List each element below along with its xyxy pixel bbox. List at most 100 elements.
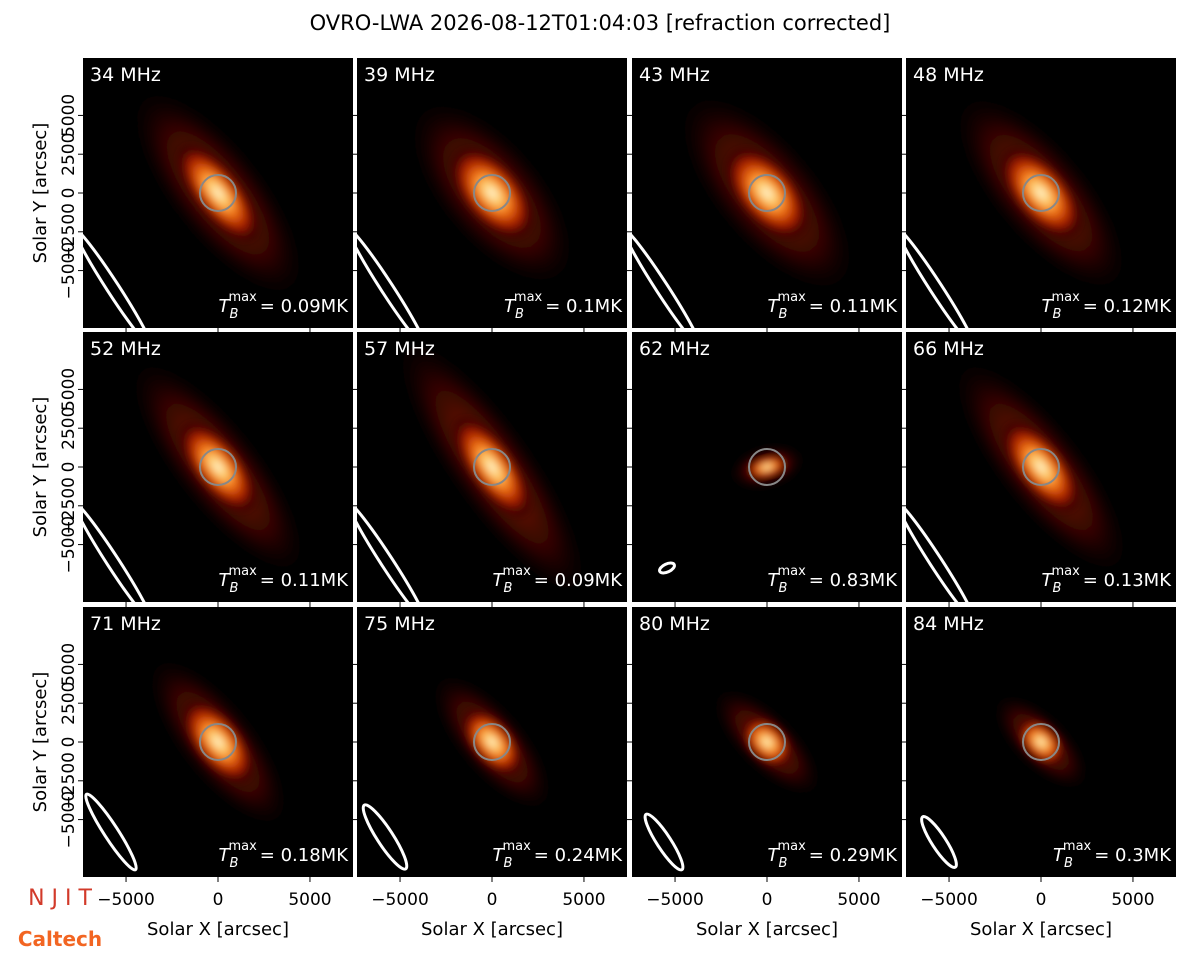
y-tick-label: 2500: [59, 407, 79, 450]
tb-max-annotation: TBmax = 0.3MK: [1053, 839, 1172, 871]
solar-disk: [199, 174, 237, 212]
solar-disk: [1022, 448, 1060, 486]
tb-sub: B: [230, 856, 239, 871]
panel: [83, 58, 353, 328]
tb-symbol: T: [768, 570, 781, 591]
tb-value: = 0.11MK: [260, 570, 349, 591]
emission-core: [1001, 421, 1081, 513]
beam: [906, 501, 976, 602]
emission-core: [178, 421, 258, 513]
tb-symbol: T: [219, 845, 232, 866]
beam: [357, 501, 427, 602]
y-tick-label: 5000: [59, 368, 79, 411]
emission-core: [724, 146, 810, 240]
x-tick-label: −5000: [646, 890, 704, 910]
tb-max-annotation: TBmax = 0.12MK: [1042, 290, 1173, 322]
panel: [906, 58, 1176, 328]
beam: [357, 227, 427, 328]
panel-label: 52 MHz: [90, 338, 161, 360]
y-tick-label: 0: [59, 737, 79, 748]
y-tick-label: −5000: [59, 242, 79, 300]
panel: [906, 332, 1176, 602]
y-tick-label: 0: [59, 462, 79, 473]
panel: [632, 607, 902, 877]
beam: [658, 561, 676, 575]
solar-disk: [748, 448, 786, 486]
x-tick-label: −5000: [920, 890, 978, 910]
x-tick-label: 0: [762, 890, 773, 910]
tb-symbol: T: [768, 296, 781, 317]
emission-core: [1017, 718, 1065, 766]
solar-disk: [473, 174, 511, 212]
panel-label: 62 MHz: [639, 338, 710, 360]
figure-title: OVRO-LWA 2026-08-12T01:04:03 [refraction…: [310, 11, 891, 35]
x-axis-label: Solar X [arcsec]: [147, 919, 289, 940]
tb-value: = 0.13MK: [1083, 570, 1172, 591]
tb-sup: max: [777, 290, 806, 305]
tb-sup: max: [777, 564, 806, 579]
logo-caltech: Caltech: [18, 927, 102, 951]
panel-label: 80 MHz: [639, 613, 710, 635]
beam: [906, 227, 976, 328]
panel: [906, 607, 1176, 877]
tb-sub: B: [515, 307, 524, 322]
tb-max-annotation: TBmax = 0.11MK: [219, 564, 350, 596]
tb-sub: B: [230, 581, 239, 596]
x-tick-label: 5000: [562, 890, 605, 910]
tb-symbol: T: [219, 296, 232, 317]
y-tick-label: 5000: [59, 94, 79, 137]
tb-sub: B: [1064, 856, 1073, 871]
x-tick-label: 0: [213, 890, 224, 910]
tb-value: = 0.11MK: [809, 296, 898, 317]
x-tick-label: 5000: [288, 890, 331, 910]
y-tick-label: −5000: [59, 516, 79, 574]
emission-core: [745, 454, 789, 480]
panel-label: 84 MHz: [913, 613, 984, 635]
beam: [920, 815, 958, 869]
panel-label: 48 MHz: [913, 64, 984, 86]
tb-sub: B: [1053, 307, 1062, 322]
tb-symbol: T: [493, 570, 506, 591]
solar-disk: [199, 723, 237, 761]
y-tick-label: −5000: [59, 791, 79, 849]
tb-max-annotation: TBmax = 0.1MK: [504, 290, 623, 322]
tb-sup: max: [777, 839, 806, 854]
x-tick-label: 5000: [1111, 890, 1154, 910]
panel-label: 43 MHz: [639, 64, 710, 86]
beam: [632, 227, 702, 328]
tb-value: = 0.12MK: [1083, 296, 1172, 317]
panel: [632, 58, 902, 328]
tb-sup: max: [514, 290, 543, 305]
tb-value: = 0.3MK: [1094, 845, 1172, 866]
panel-label: 57 MHz: [364, 338, 435, 360]
tb-symbol: T: [1042, 296, 1055, 317]
tb-max-annotation: TBmax = 0.18MK: [219, 839, 350, 871]
emission-core: [999, 147, 1083, 239]
panel-label: 39 MHz: [364, 64, 435, 86]
x-axis-label: Solar X [arcsec]: [696, 919, 838, 940]
panel: [357, 58, 627, 328]
tb-symbol: T: [493, 845, 506, 866]
x-tick-label: −5000: [97, 890, 155, 910]
beam: [643, 812, 685, 872]
y-axis-label: Solar Y [arcsec]: [30, 397, 51, 538]
tb-sup: max: [228, 564, 257, 579]
tb-sup: max: [1063, 839, 1092, 854]
tb-symbol: T: [504, 296, 517, 317]
tb-max-annotation: TBmax = 0.29MK: [768, 839, 899, 871]
tb-sub: B: [779, 856, 788, 871]
tb-max-annotation: TBmax = 0.24MK: [493, 839, 624, 871]
x-tick-label: −5000: [371, 890, 429, 910]
tb-max-annotation: TBmax = 0.11MK: [768, 290, 899, 322]
x-tick-label: 0: [487, 890, 498, 910]
y-tick-label: −2500: [59, 477, 79, 535]
beam: [84, 792, 138, 872]
tb-symbol: T: [768, 845, 781, 866]
tb-max-annotation: TBmax = 0.09MK: [219, 290, 350, 322]
solar-disk: [748, 723, 786, 761]
solar-disk: [748, 174, 786, 212]
tb-sup: max: [502, 839, 531, 854]
solar-disk: [473, 448, 511, 486]
solar-disk: [1022, 723, 1060, 761]
